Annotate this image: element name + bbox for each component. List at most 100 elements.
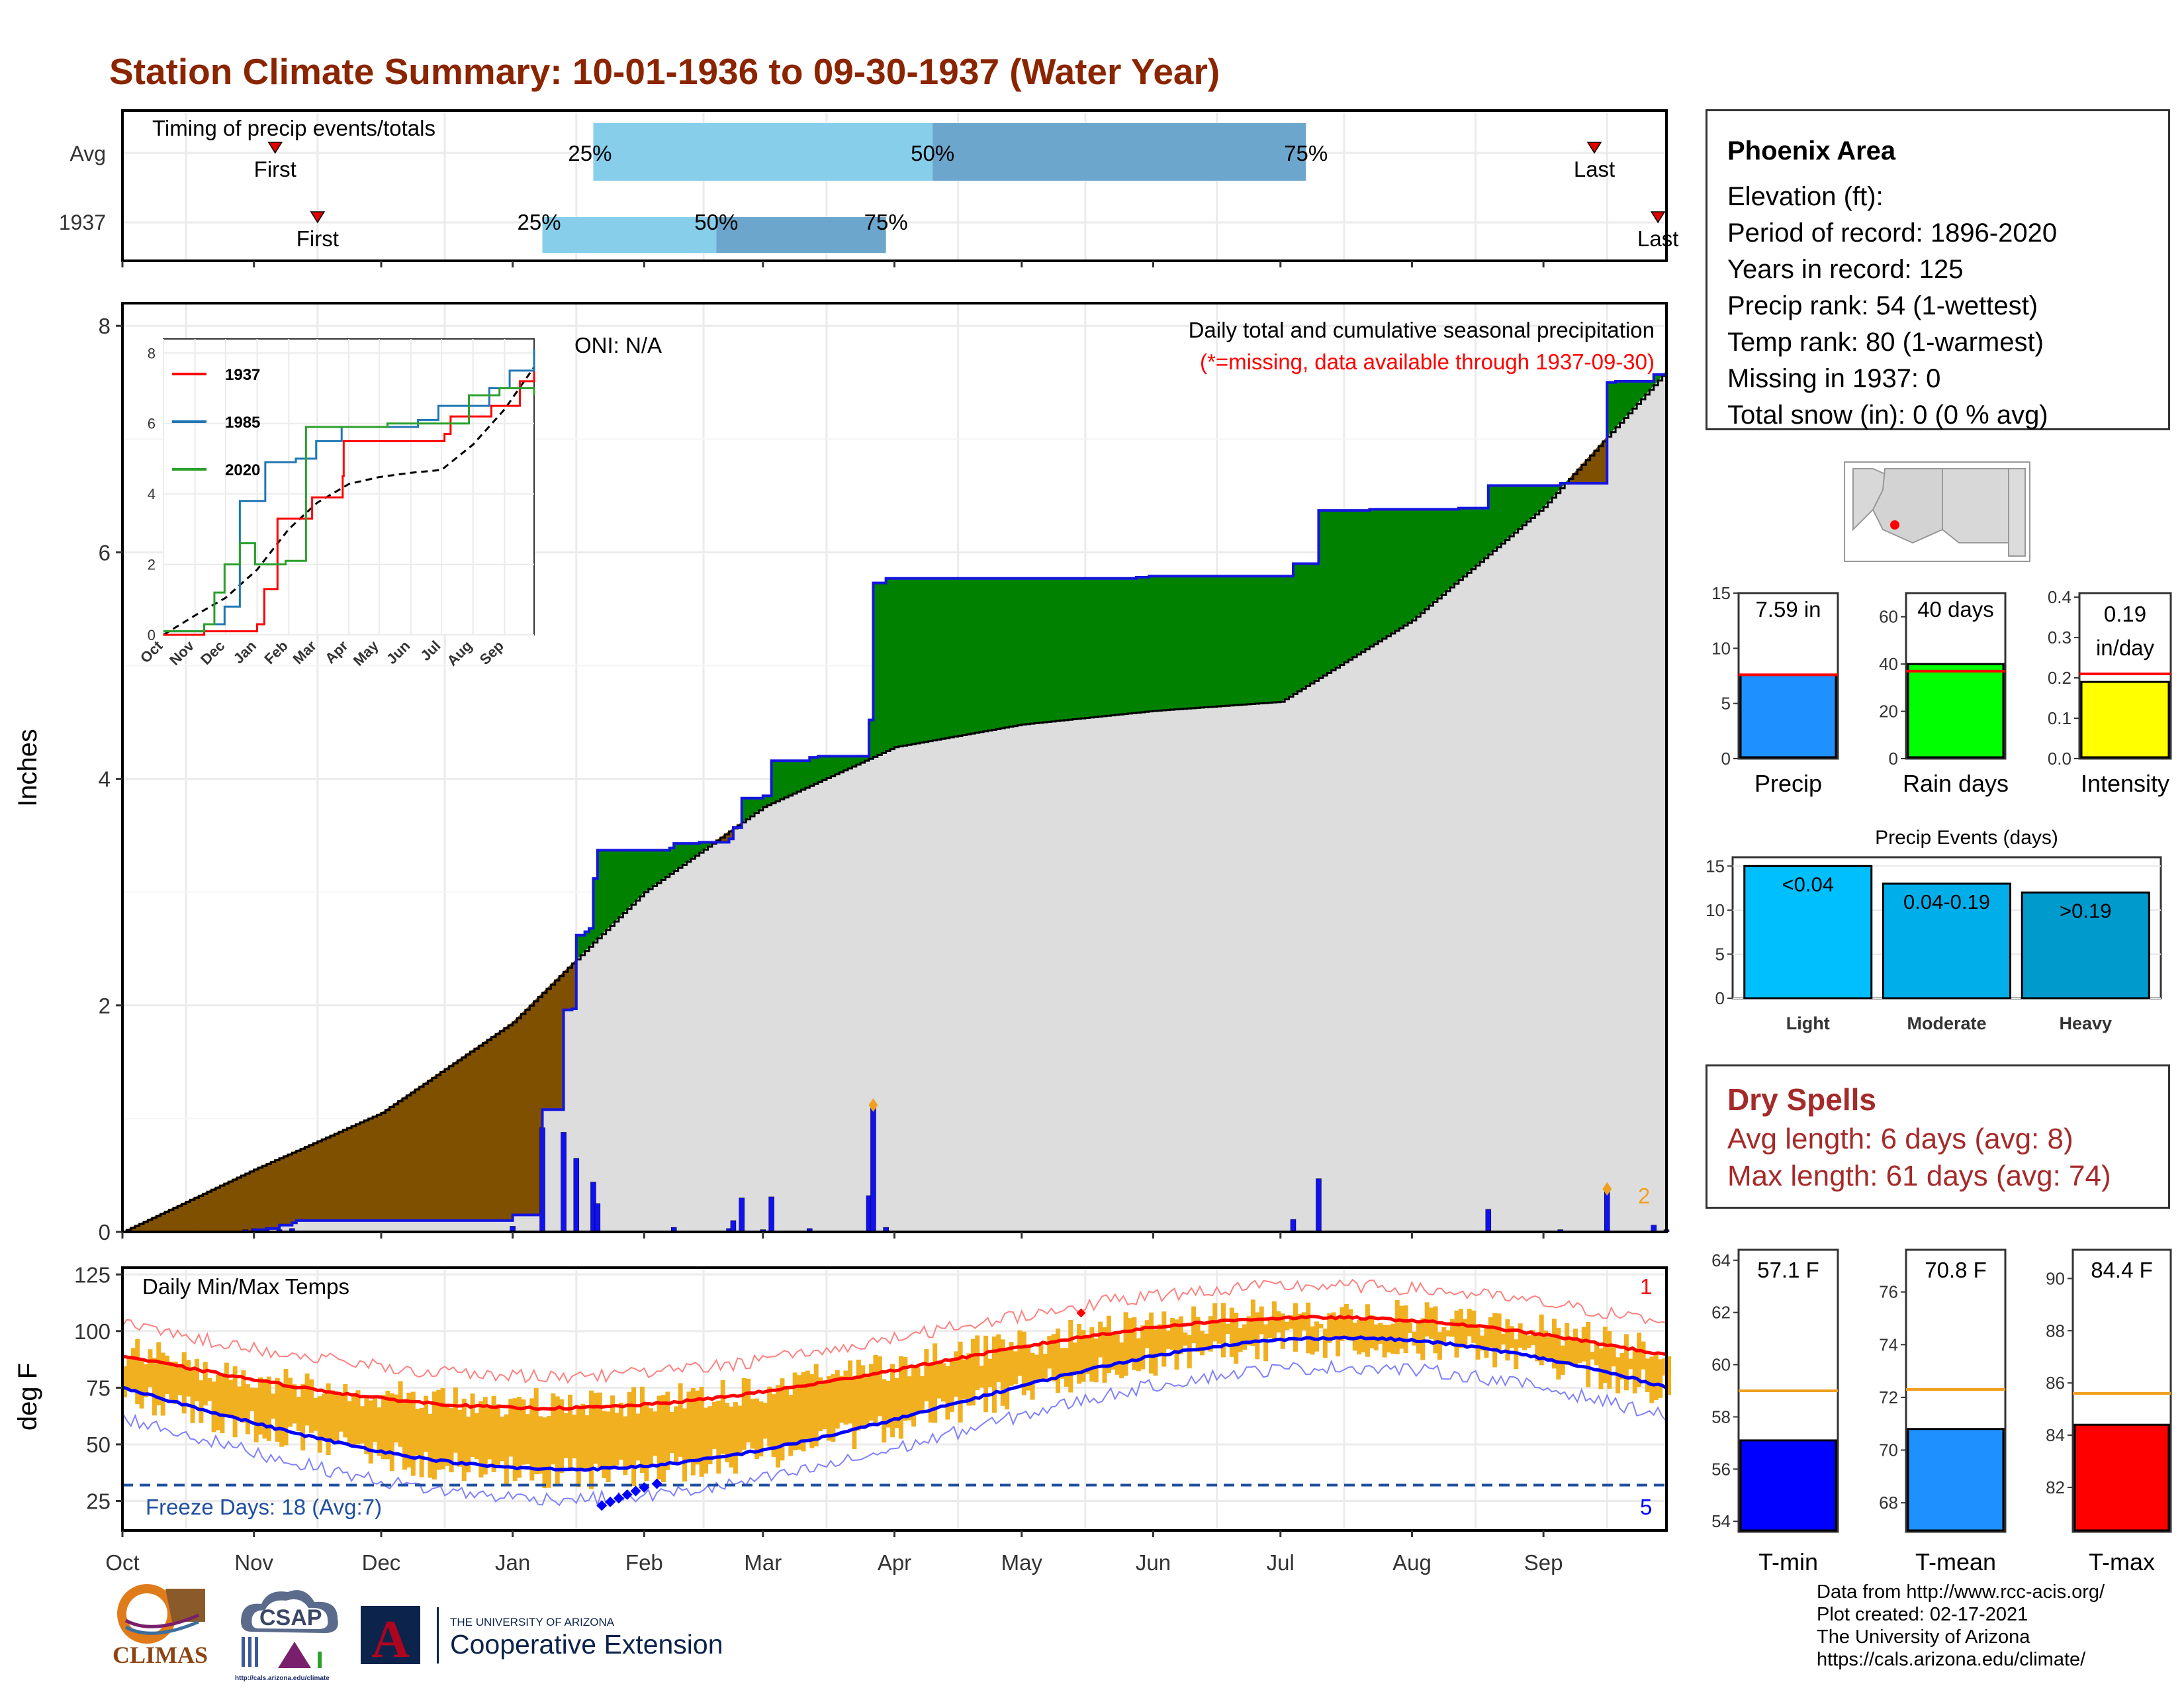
surplus-segment (822, 755, 827, 781)
daily-precip-bar (573, 1158, 580, 1233)
daily-temp-bar (521, 1399, 526, 1465)
daily-temp-bar (144, 1364, 149, 1397)
surplus-segment (1293, 563, 1298, 695)
daily-temp-bar (436, 1389, 441, 1470)
surplus-segment (1347, 510, 1353, 661)
daily-temp-bar (962, 1359, 968, 1399)
daily-temp-bar (1165, 1331, 1171, 1349)
daily-temp-bar (512, 1398, 518, 1481)
daily-temp-bar (529, 1398, 535, 1481)
surplus-segment (1475, 508, 1480, 567)
deficit-segment (508, 1021, 514, 1221)
daily-temp-bar (813, 1364, 819, 1447)
daily-temp-bar (470, 1393, 475, 1458)
surplus-segment (1611, 382, 1616, 433)
deficit-segment (228, 1179, 234, 1233)
month-label: Jun (1136, 1550, 1171, 1575)
surplus-segment (652, 850, 657, 887)
daily-temp-bar (364, 1397, 369, 1454)
daily-temp-bar (1034, 1354, 1040, 1380)
daily-temp-bar (911, 1368, 917, 1427)
dry-spells-title: Dry Spells (1727, 1082, 1876, 1117)
temp-summary-bar-t-min (1739, 1439, 1837, 1532)
daily-temp-bar (457, 1409, 463, 1467)
daily-temp-bar (682, 1408, 688, 1482)
deficit-segment (296, 1148, 301, 1221)
daily-temp-bar (686, 1391, 692, 1460)
surplus-segment (1191, 575, 1196, 709)
daily-temp-bar (627, 1391, 632, 1467)
surplus-segment (1340, 510, 1345, 666)
daily-temp-bar (1441, 1327, 1447, 1346)
deficit-segment (203, 1191, 208, 1233)
surplus-segment (788, 760, 794, 796)
surplus-segment (907, 578, 912, 745)
surplus-segment (1369, 508, 1375, 647)
deficit-segment (482, 1039, 488, 1221)
daily-temp-bar (1331, 1312, 1336, 1338)
daily-temp-bar (1369, 1315, 1375, 1348)
daily-temp-bar (287, 1378, 293, 1427)
daily-precip-bar (768, 1196, 774, 1233)
surplus-segment (1064, 578, 1069, 721)
daily-temp-bar (1208, 1316, 1213, 1352)
daily-temp-bar (928, 1362, 933, 1423)
daily-temp-bar (919, 1376, 925, 1413)
csap-logo: CSAP http://cals.arizona.edu/climate (235, 1590, 338, 1682)
daily-temp-bar (856, 1359, 861, 1431)
deficit-segment (291, 1150, 297, 1223)
surplus-segment (1373, 508, 1379, 645)
surplus-segment (1178, 575, 1183, 710)
daily-temp-bar (1250, 1299, 1255, 1346)
daily-temp-bar (317, 1396, 322, 1453)
month-label: Feb (625, 1550, 663, 1575)
daily-temp-bar (194, 1359, 199, 1401)
cumulative-1937-line (122, 372, 1668, 1233)
daily-temp-bar (1132, 1317, 1137, 1370)
deficit-segment (321, 1137, 327, 1221)
daily-temp-bar (1560, 1345, 1565, 1375)
daily-temp-bar (432, 1391, 437, 1479)
surplus-segment (1416, 508, 1421, 618)
daily-temp-bar (873, 1354, 878, 1424)
daily-precip-bar (730, 1220, 737, 1233)
daily-temp-bar (780, 1378, 785, 1461)
daily-temp-bar (1628, 1358, 1633, 1370)
daily-temp-bar (1666, 1356, 1671, 1395)
deficit-segment (504, 1025, 509, 1221)
daily-temp-bar (1632, 1350, 1637, 1394)
daily-temp-bar (1005, 1350, 1010, 1410)
daily-temp-bar (835, 1370, 840, 1429)
surplus-segment (631, 850, 636, 906)
chart-title: Station Climate Summary: 10-01-1936 to 0… (109, 51, 1220, 92)
precip-note-1: Daily total and cumulative seasonal prec… (1189, 318, 1655, 342)
surplus-segment (1522, 485, 1527, 526)
daily-temp-bar (1068, 1320, 1073, 1393)
daily-temp-bar (725, 1403, 730, 1462)
surplus-segment (1445, 508, 1451, 592)
daily-temp-bar (792, 1372, 797, 1450)
surplus-segment (1025, 578, 1030, 725)
daily-temp-bar (279, 1383, 285, 1447)
surplus-segment (1619, 381, 1625, 424)
surplus-segment (1089, 578, 1095, 718)
daily-temp-bar (1178, 1316, 1183, 1354)
surplus-segment (1331, 510, 1336, 671)
summary-tick-label: 0.1 (2048, 708, 2071, 728)
daily-temp-bar (309, 1379, 314, 1433)
daily-temp-bar (1535, 1333, 1540, 1362)
daily-temp-bar (864, 1376, 870, 1425)
surplus-segment (1068, 578, 1073, 720)
daily-temp-bar (351, 1393, 357, 1446)
surplus-segment (817, 755, 823, 782)
deficit-segment (300, 1147, 306, 1221)
first-label: First (254, 157, 296, 181)
daily-temp-bar (1569, 1340, 1574, 1364)
daily-temp-bar (788, 1395, 794, 1456)
surplus-segment (784, 760, 789, 798)
month-label: May (1001, 1550, 1043, 1575)
daily-temp-bar (1623, 1334, 1629, 1391)
record-low-marker (605, 1496, 616, 1507)
daily-temp-bar (1496, 1313, 1502, 1351)
surplus-segment (1238, 575, 1243, 706)
